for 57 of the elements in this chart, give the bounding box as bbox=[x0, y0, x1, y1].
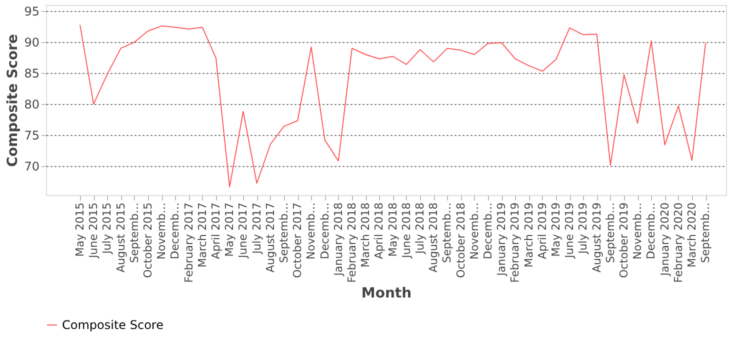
y-tick-label: 95 bbox=[24, 4, 40, 19]
x-tick-label: June 2015 bbox=[87, 202, 100, 259]
x-tick-label: May 2015 bbox=[74, 202, 86, 257]
x-tick-label: Decemb… bbox=[482, 202, 494, 260]
x-tick-label: March 2019 bbox=[522, 202, 536, 268]
x-tick-label: July 2017 bbox=[250, 202, 264, 255]
x-tick-label: August 2017 bbox=[264, 202, 277, 272]
x-tick-label: July 2015 bbox=[100, 202, 114, 255]
y-axis-title: Composite Score bbox=[5, 34, 22, 167]
x-tick-label: Decemb… bbox=[318, 202, 332, 260]
x-tick-label: May 2017 bbox=[223, 202, 236, 257]
x-tick-label: February 2019 bbox=[508, 202, 522, 283]
x-tick-label: Septemb… bbox=[278, 202, 290, 264]
x-tick-label: June 2019 bbox=[563, 202, 576, 259]
x-tick-label: January 2019 bbox=[495, 202, 508, 277]
x-tick-label: April 2017 bbox=[210, 202, 222, 260]
x-tick-label: Novemb… bbox=[468, 202, 481, 260]
x-tick-label: February 2018 bbox=[346, 202, 358, 283]
line-series bbox=[80, 24, 706, 188]
x-tick-label: May 2018 bbox=[386, 202, 400, 257]
x-tick-label: August 2018 bbox=[427, 202, 440, 272]
x-tick-label: Septemb… bbox=[604, 202, 617, 264]
x-tick-label: March 2017 bbox=[196, 202, 209, 268]
y-tick-label: 85 bbox=[24, 66, 40, 81]
x-tick-label: March 2020 bbox=[686, 202, 698, 268]
x-tick-label: August 2015 bbox=[114, 202, 128, 272]
x-tick-label: October 2018 bbox=[454, 202, 468, 278]
y-tick-label: 80 bbox=[24, 98, 40, 112]
y-tick-label: 70 bbox=[24, 159, 40, 174]
x-tick-label: February 2020 bbox=[672, 202, 685, 283]
x-tick-label: January 2018 bbox=[332, 202, 345, 277]
x-tick-label: July 2019 bbox=[576, 202, 590, 255]
x-tick-label: April 2019 bbox=[536, 202, 549, 260]
x-tick-label: June 2017 bbox=[236, 202, 250, 259]
x-tick-label: May 2019 bbox=[550, 202, 562, 257]
x-tick-label: October 2017 bbox=[291, 202, 304, 278]
x-tick-label: Septemb… bbox=[699, 202, 712, 264]
x-tick-label: July 2018 bbox=[414, 202, 426, 255]
x-tick-label: Novemb… bbox=[155, 202, 168, 260]
y-tick-label: 75 bbox=[24, 128, 40, 142]
x-tick-label: Novemb… bbox=[631, 202, 644, 260]
x-tick-label: February 2017 bbox=[182, 202, 196, 283]
x-tick-label: Decemb… bbox=[644, 202, 658, 260]
x-tick-label: April 2018 bbox=[372, 202, 386, 260]
x-tick-label: October 2019 bbox=[618, 202, 630, 278]
x-tick-label: March 2018 bbox=[359, 202, 372, 268]
x-tick-label: January 2020 bbox=[658, 202, 672, 277]
x-tick-label: Septemb… bbox=[128, 202, 141, 264]
x-tick-label: August 2019 bbox=[590, 202, 604, 272]
x-tick-label: June 2018 bbox=[400, 202, 413, 259]
x-tick-label: October 2015 bbox=[142, 202, 154, 278]
x-axis-title: Month bbox=[361, 286, 412, 302]
x-tick-label: Decemb… bbox=[168, 202, 182, 260]
x-tick-label: Novemb… bbox=[304, 202, 318, 260]
legend-label: Composite Score bbox=[62, 318, 164, 332]
y-tick-label: 90 bbox=[24, 36, 40, 50]
x-tick-label: Septemb… bbox=[440, 202, 454, 264]
